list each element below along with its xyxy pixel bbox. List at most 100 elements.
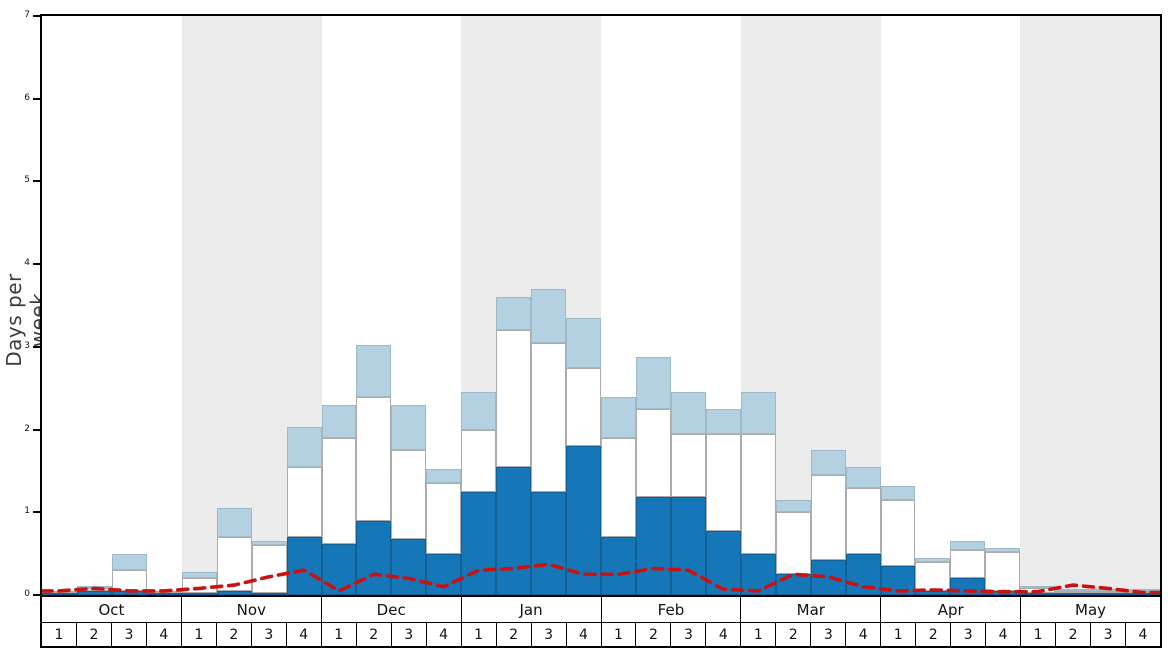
heavy-snow-segment [601,537,636,595]
heavy-snow-segment [950,578,986,595]
week-bar [1090,16,1126,595]
week-bar [461,16,497,595]
light-snow-segment [216,508,252,538]
week-bar [950,16,986,595]
month-label-oct: Oct [98,600,125,619]
moderate-snow-segment [181,578,217,593]
heavy-snow-segment [775,574,811,595]
heavy-snow-segment [496,466,532,595]
light-snow-segment [566,317,601,368]
heavy-snow-segment [76,590,112,595]
light-snow-segment [810,450,846,476]
plot-area [40,14,1162,597]
week-bar [321,16,357,595]
week-bar [670,16,706,595]
heavy-snow-segment [426,553,462,595]
heavy-snow-segment [1055,593,1091,595]
heavy-snow-segment [286,537,322,595]
week-number-cell: 3 [250,623,286,646]
heavy-snow-segment [146,593,182,595]
light-snow-segment [286,427,322,467]
week-bar [146,16,182,595]
light-snow-segment [356,345,392,397]
month-label-dec: Dec [320,597,461,622]
heavy-snow-segment [670,497,706,595]
week-bar [391,16,427,595]
week-number-cell: 3 [810,623,845,646]
week-bar [601,16,636,595]
week-number-cell: 2 [355,623,391,646]
moderate-snow-segment [216,537,252,591]
week-bar [496,16,532,595]
moderate-snow-segment [496,330,532,467]
heavy-snow-segment [880,566,916,595]
week-number-cell: 2 [215,623,251,646]
week-number-cell: 4 [1125,623,1160,646]
month-band-may [1020,16,1160,595]
light-snow-segment [251,541,287,546]
week-number-cell: 3 [950,623,985,646]
moderate-snow-segment [740,433,776,554]
y-tick-label: 2 [24,423,30,434]
heavy-snow-segment [1020,592,1056,595]
y-tick-label: 7 [24,10,30,20]
light-snow-segment [321,404,357,438]
light-snow-segment [740,392,776,434]
week-number-cell: 4 [705,623,740,646]
moderate-snow-segment [111,570,147,591]
heavy-snow-segment [635,497,671,595]
week-bar [181,16,217,595]
moderate-snow-segment [880,499,916,567]
moderate-snow-segment [845,487,881,554]
moderate-snow-segment [670,433,706,498]
week-number-cell: 3 [530,623,566,646]
week-number-cell: 4 [845,623,880,646]
heavy-snow-segment [985,590,1021,595]
y-axis-tick [33,180,40,183]
moderate-snow-segment [985,552,1021,591]
light-snow-segment [985,547,1021,552]
week-number-cell: 1 [740,623,775,646]
week-number-cell: 4 [565,623,601,646]
moderate-snow-segment [601,437,636,538]
week-bar [915,16,951,595]
month-label-apr: Apr [880,597,1020,622]
light-snow-segment [705,408,741,434]
week-number-cell: 4 [285,623,321,646]
light-snow-segment [531,288,567,343]
light-snow-segment [426,469,462,484]
week-bar [286,16,322,595]
week-number-cell: 3 [670,623,705,646]
heavy-snow-segment [915,590,951,595]
week-bar [740,16,776,595]
week-bar [985,16,1021,595]
week-bar [1125,16,1160,595]
light-snow-segment [915,557,951,562]
y-axis-tick [33,263,40,266]
heavy-snow-segment [740,553,776,595]
week-bar [111,16,147,595]
week-number-cell: 4 [425,623,461,646]
week-bar [76,16,112,595]
week-number-cell: 2 [915,623,950,646]
moderate-snow-segment [286,466,322,538]
week-bar [705,16,741,595]
moderate-snow-segment [915,561,951,591]
week-number-cell: 3 [110,623,146,646]
week-bar [1020,16,1056,595]
week-number-cell: 1 [180,623,216,646]
week-bar [356,16,392,595]
week-bar [216,16,252,595]
week-bar [775,16,811,595]
heavy-snow-segment [42,592,77,595]
light-snow-segment [670,392,706,434]
month-label-nov: Nov [180,597,321,622]
week-number-cell: 1 [460,623,496,646]
moderate-snow-segment [356,396,392,521]
heavy-snow-segment [705,531,741,595]
heavy-snow-segment [531,491,567,595]
light-snow-segment [111,553,147,571]
week-bar [251,16,287,595]
